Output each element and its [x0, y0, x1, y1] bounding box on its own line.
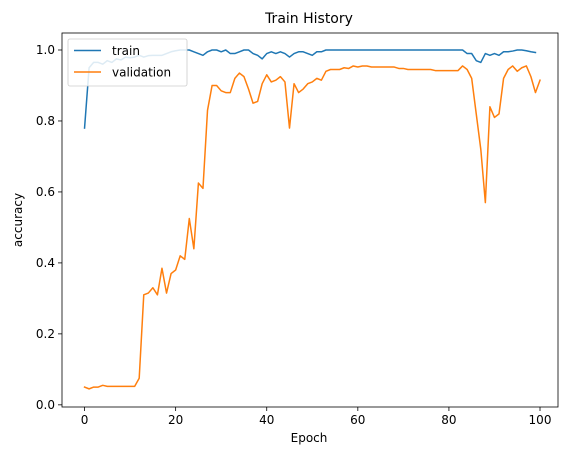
x-tick-label: 100 — [529, 413, 552, 427]
y-axis-ticks: 0.0 0.2 0.4 0.6 0.8 1.0 — [36, 43, 62, 412]
y-tick-label: 0.2 — [36, 327, 55, 341]
y-tick-label: 1.0 — [36, 43, 55, 57]
x-axis-label: Epoch — [291, 431, 328, 445]
y-tick-label: 0.4 — [36, 256, 55, 270]
y-tick-label: 0.6 — [36, 185, 55, 199]
legend-label-train: train — [112, 44, 140, 58]
y-axis-label: accuracy — [11, 193, 25, 247]
chart-title: Train History — [264, 11, 353, 27]
plot-area — [83, 49, 541, 390]
legend: train validation — [67, 38, 188, 87]
x-axis-ticks: 0 20 40 60 80 100 — [81, 407, 552, 427]
x-tick-label: 40 — [259, 413, 274, 427]
x-tick-label: 60 — [350, 413, 365, 427]
axes-frame — [61, 32, 559, 408]
legend-label-validation: validation — [112, 66, 171, 80]
x-tick-label: 20 — [168, 413, 183, 427]
x-tick-label: 80 — [441, 413, 456, 427]
series-line-validation — [83, 65, 541, 390]
x-tick-label: 0 — [81, 413, 89, 427]
y-tick-label: 0.8 — [36, 114, 55, 128]
y-tick-label: 0.0 — [36, 398, 55, 412]
